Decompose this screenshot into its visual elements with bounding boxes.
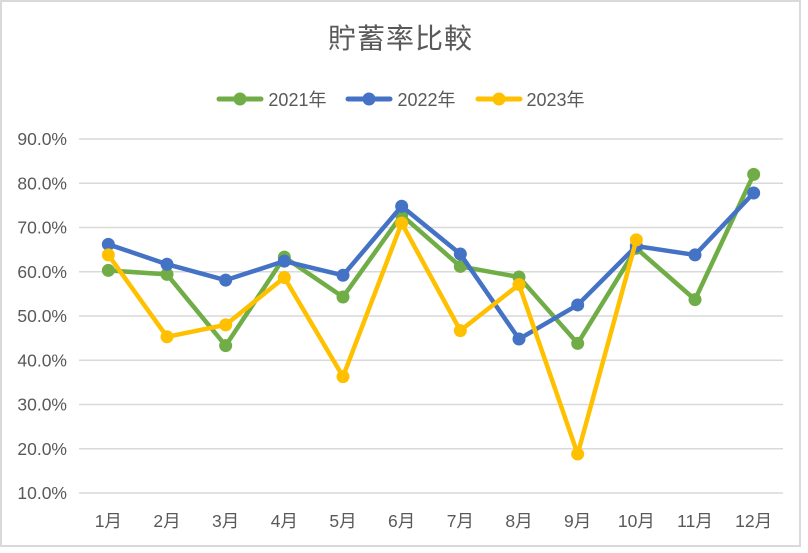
data-point-marker[interactable] (219, 273, 233, 287)
data-point-marker[interactable] (219, 339, 233, 353)
data-point-marker[interactable] (571, 447, 585, 461)
y-axis-label: 50.0% (17, 306, 67, 326)
x-axis-label: 4月 (271, 511, 298, 531)
x-axis-label: 7月 (447, 511, 474, 531)
legend-marker-icon (216, 92, 264, 106)
x-axis-label: 12月 (735, 511, 772, 531)
x-axis-label: 11月 (677, 511, 713, 531)
x-axis-label: 8月 (505, 511, 532, 531)
data-point-marker[interactable] (571, 298, 585, 312)
data-point-marker[interactable] (512, 278, 526, 292)
y-axis-label: 80.0% (17, 173, 67, 193)
data-point-marker[interactable] (453, 324, 467, 338)
legend: 2021年 2022年 2023年 (0, 86, 801, 112)
series-2023年[interactable] (101, 216, 643, 461)
data-point-marker[interactable] (160, 257, 174, 271)
data-point-marker[interactable] (395, 199, 409, 213)
series-line[interactable] (106, 220, 639, 457)
legend-marker-icon (475, 92, 523, 106)
data-point-marker[interactable] (395, 216, 409, 230)
data-point-marker[interactable] (512, 332, 526, 346)
data-point-marker[interactable] (101, 263, 115, 277)
legend-item-2021年[interactable]: 2021年 (216, 86, 326, 112)
data-point-marker[interactable] (453, 259, 467, 273)
x-axis-label: 1月 (95, 511, 122, 531)
data-point-marker[interactable] (160, 267, 174, 281)
legend-marker-icon (345, 92, 393, 106)
data-point-marker[interactable] (219, 318, 233, 332)
data-point-marker[interactable] (277, 254, 291, 268)
series-2022年[interactable] (101, 186, 761, 346)
data-point-marker[interactable] (747, 167, 761, 181)
x-axis-label: 10月 (618, 511, 655, 531)
y-axis-label: 10.0% (17, 483, 67, 503)
data-point-marker[interactable] (688, 248, 702, 262)
data-point-marker[interactable] (101, 237, 115, 251)
y-axis-label: 60.0% (17, 262, 67, 282)
data-point-marker[interactable] (629, 233, 643, 247)
data-point-marker[interactable] (453, 247, 467, 261)
data-point-marker[interactable] (336, 290, 350, 304)
data-point-marker[interactable] (101, 248, 115, 262)
legend-label: 2021年 (268, 90, 327, 110)
data-point-marker[interactable] (336, 268, 350, 282)
legend-item-2023年[interactable]: 2023年 (475, 86, 585, 112)
data-point-marker[interactable] (571, 336, 585, 350)
data-point-marker[interactable] (336, 370, 350, 384)
y-axis-label: 40.0% (17, 350, 67, 370)
data-point-marker[interactable] (747, 186, 761, 200)
legend-label: 2023年 (526, 90, 585, 110)
data-point-marker[interactable] (277, 271, 291, 285)
series-2021年[interactable] (101, 167, 761, 353)
series-line[interactable] (106, 190, 756, 342)
x-axis-label: 2月 (153, 511, 180, 531)
legend-label: 2022年 (397, 90, 456, 110)
data-point-marker[interactable] (688, 293, 702, 307)
y-axis-label: 20.0% (17, 439, 67, 459)
x-axis-label: 3月 (212, 511, 239, 531)
x-axis-label: 5月 (329, 511, 356, 531)
y-axis-label: 90.0% (17, 129, 67, 149)
x-axis-label: 6月 (388, 511, 415, 531)
data-point-marker[interactable] (160, 330, 174, 344)
series-line[interactable] (106, 172, 756, 348)
y-axis-label: 70.0% (17, 218, 67, 238)
chart-title[interactable]: 貯蓄率比較 (327, 23, 473, 54)
y-axis-label: 30.0% (17, 395, 67, 415)
legend-item-2022年[interactable]: 2022年 (345, 86, 456, 112)
x-axis-label: 9月 (564, 511, 591, 531)
